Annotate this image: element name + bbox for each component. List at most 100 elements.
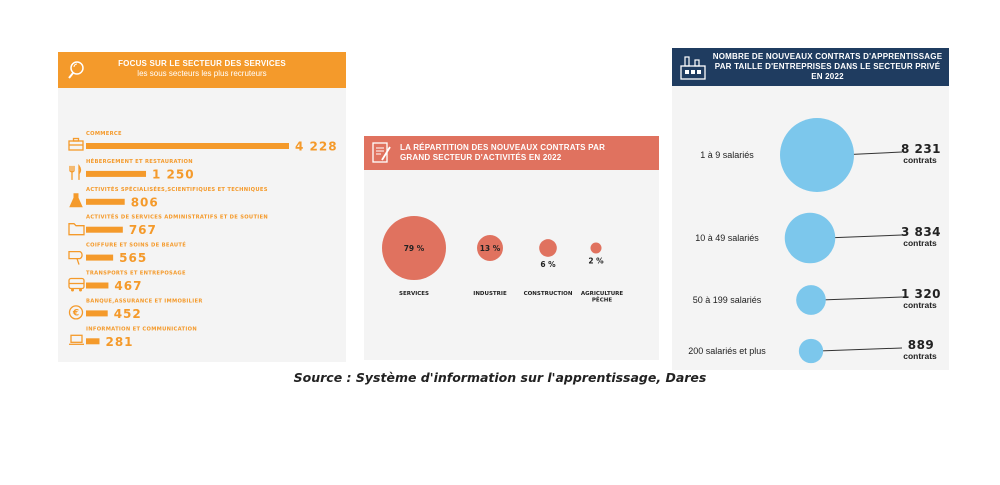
size-category-label: 10 à 49 salariés [695, 233, 759, 243]
sector-category-label: SERVICES [399, 291, 429, 297]
services-header: FOCUS SUR LE SECTEUR DES SERVICES les so… [58, 52, 346, 88]
sector-item-construction: 6 % CONSTRUCTION [524, 239, 573, 297]
document-pen-icon [370, 141, 394, 170]
size-value-label: 3 834 [901, 225, 941, 239]
laptop-icon [69, 334, 84, 345]
hairdryer-icon-grip [76, 258, 80, 265]
sector-bubble [477, 235, 503, 261]
fork-knife-icon [69, 163, 82, 180]
bus-icon-wheel-right [79, 288, 82, 292]
hairdryer-icon [68, 250, 83, 265]
sector-bubble [539, 239, 557, 257]
sector-percent-label: 79 % [404, 244, 425, 253]
services-category-label: COIFFURE ET SOINS DE BEAUTÉ [86, 241, 186, 249]
bus-icon [68, 277, 85, 292]
sector-percent-label: 13 % [480, 244, 501, 253]
sector-category-line: AGRICULTURE [581, 291, 624, 297]
services-category-label: INFORMATION ET COMMUNICATION [86, 326, 197, 332]
services-bar-chart: COMMERCE 4 228 HÉBERGEMENT ET RESTAURATION… [68, 131, 338, 349]
sector-category-line: PÊCHE [592, 296, 612, 304]
services-value-label: 767 [129, 223, 157, 237]
size-leader-line [818, 347, 903, 352]
size-unit-label: contrats [903, 351, 937, 361]
services-value-label: 565 [119, 251, 147, 265]
sizes-panel: NOMBRE DE NOUVEAUX CONTRATS D'APPRENTISS… [672, 48, 949, 370]
services-value-label: 452 [114, 307, 142, 321]
size-bubble [780, 118, 854, 192]
source-note: Source : Système d'information sur l'app… [293, 370, 707, 385]
size-value-label: 1 320 [901, 287, 941, 301]
services-title: FOCUS SUR LE SECTEUR DES SERVICES [118, 59, 286, 68]
services-row-hebergement-et-restauration: HÉBERGEMENT ET RESTAURATION 1 250 [69, 157, 195, 181]
factory-icon [678, 52, 708, 87]
magnifier-icon [68, 60, 88, 85]
services-category-label: ACTIVITÉS DE SERVICES ADMINISTRATIFS ET … [86, 213, 268, 221]
sectors-header: LA RÉPARTITION DES NOUVEAUX CONTRATS PAR… [364, 136, 659, 170]
services-category-label: ACTIVITÉS SPÉCIALISÉES,SCIENTIFIQUES ET … [86, 185, 268, 193]
sector-item-agriculture-peche: 2 % AGRICULTURE PÊCHE [581, 242, 624, 304]
size-leader-line [825, 234, 903, 239]
briefcase-icon [68, 137, 84, 151]
sectors-bubble-chart: 79 % SERVICES 13 % INDUSTRIE 6 % CONSTRUCTION… [382, 216, 624, 304]
services-row-activites-specialisees-scientifiques-et-techniques: ACTIVITÉS SPÉCIALISÉES,SCIENTIFIQUES ET … [69, 185, 268, 209]
services-value-label: 4 228 [295, 140, 338, 154]
size-leader-line [819, 296, 903, 301]
size-category-label: 200 salariés et plus [688, 346, 766, 356]
size-category-label: 50 à 199 salariés [693, 295, 762, 305]
services-bar [86, 226, 123, 233]
services-bar [86, 310, 108, 317]
fork-knife-icon-knife [78, 163, 82, 180]
services-row-transports-et-entreposage: TRANSPORTS ET ENTREPOSAGE 467 [68, 271, 186, 293]
services-category-label: HÉBERGEMENT ET RESTAURATION [86, 157, 193, 165]
euro-icon-symbol: € [72, 309, 79, 319]
sector-category-label: AGRICULTURE PÊCHE [581, 291, 624, 304]
euro-icon: € [68, 305, 84, 320]
flask-icon [69, 193, 83, 208]
services-row-banque-assurance-et-immobilier: BANQUE,ASSURANCE ET IMMOBILIER 452 € [68, 298, 203, 321]
sector-percent-label: 6 % [540, 260, 556, 269]
sizes-title: NOMBRE DE NOUVEAUX CONTRATS D'APPRENTISS… [712, 52, 943, 81]
services-row-coiffure-et-soins-de-beaute: COIFFURE ET SOINS DE BEAUTÉ 565 [68, 241, 186, 265]
laptop-icon-screen [70, 334, 83, 343]
size-unit-label: contrats [903, 300, 937, 310]
services-subtitle: les sous secteurs les plus recruteurs [137, 69, 267, 78]
sectors-panel: LA RÉPARTITION DES NOUVEAUX CONTRATS PAR… [364, 136, 659, 360]
services-value-label: 806 [131, 195, 159, 209]
services-bar [86, 170, 147, 177]
folder-icon [68, 223, 85, 236]
fork-knife-icon-tines [69, 165, 75, 173]
sector-category-label: CONSTRUCTION [524, 291, 573, 297]
services-bar [86, 198, 125, 205]
flask-icon-body [69, 193, 83, 208]
size-category-label: 1 à 9 salariés [700, 150, 754, 160]
bus-icon-wheel-left [71, 288, 74, 292]
briefcase-icon-handle [72, 137, 80, 142]
size-value-label: 8 231 [901, 142, 941, 156]
services-bar [86, 282, 109, 289]
size-bubble [784, 212, 836, 264]
folder-icon-body [68, 223, 85, 236]
services-panel: FOCUS SUR LE SECTEUR DES SERVICES les so… [58, 52, 346, 362]
services-bar [86, 143, 289, 149]
sector-bubble [382, 216, 446, 280]
services-value-label: 281 [105, 335, 133, 349]
services-value-label: 1 250 [152, 167, 195, 181]
services-row-commerce: COMMERCE 4 228 [68, 131, 338, 154]
services-row-activites-de-services-administratifs-et-de-soutien: ACTIVITÉS DE SERVICES ADMINISTRATIFS ET … [68, 213, 268, 237]
services-category-label: BANQUE,ASSURANCE ET IMMOBILIER [86, 298, 203, 304]
sector-bubble [590, 242, 602, 254]
sectors-title: LA RÉPARTITION DES NOUVEAUX CONTRATS PAR… [400, 143, 606, 162]
services-value-label: 467 [114, 279, 142, 293]
services-category-label: TRANSPORTS ET ENTREPOSAGE [86, 271, 186, 277]
sector-percent-label: 2 % [588, 257, 604, 266]
services-bar [86, 254, 114, 261]
size-value-label: 889 [908, 338, 935, 352]
size-unit-label: contrats [903, 238, 937, 248]
euro-icon-ring [68, 305, 84, 320]
sizes-header: NOMBRE DE NOUVEAUX CONTRATS D'APPRENTISS… [672, 48, 949, 86]
